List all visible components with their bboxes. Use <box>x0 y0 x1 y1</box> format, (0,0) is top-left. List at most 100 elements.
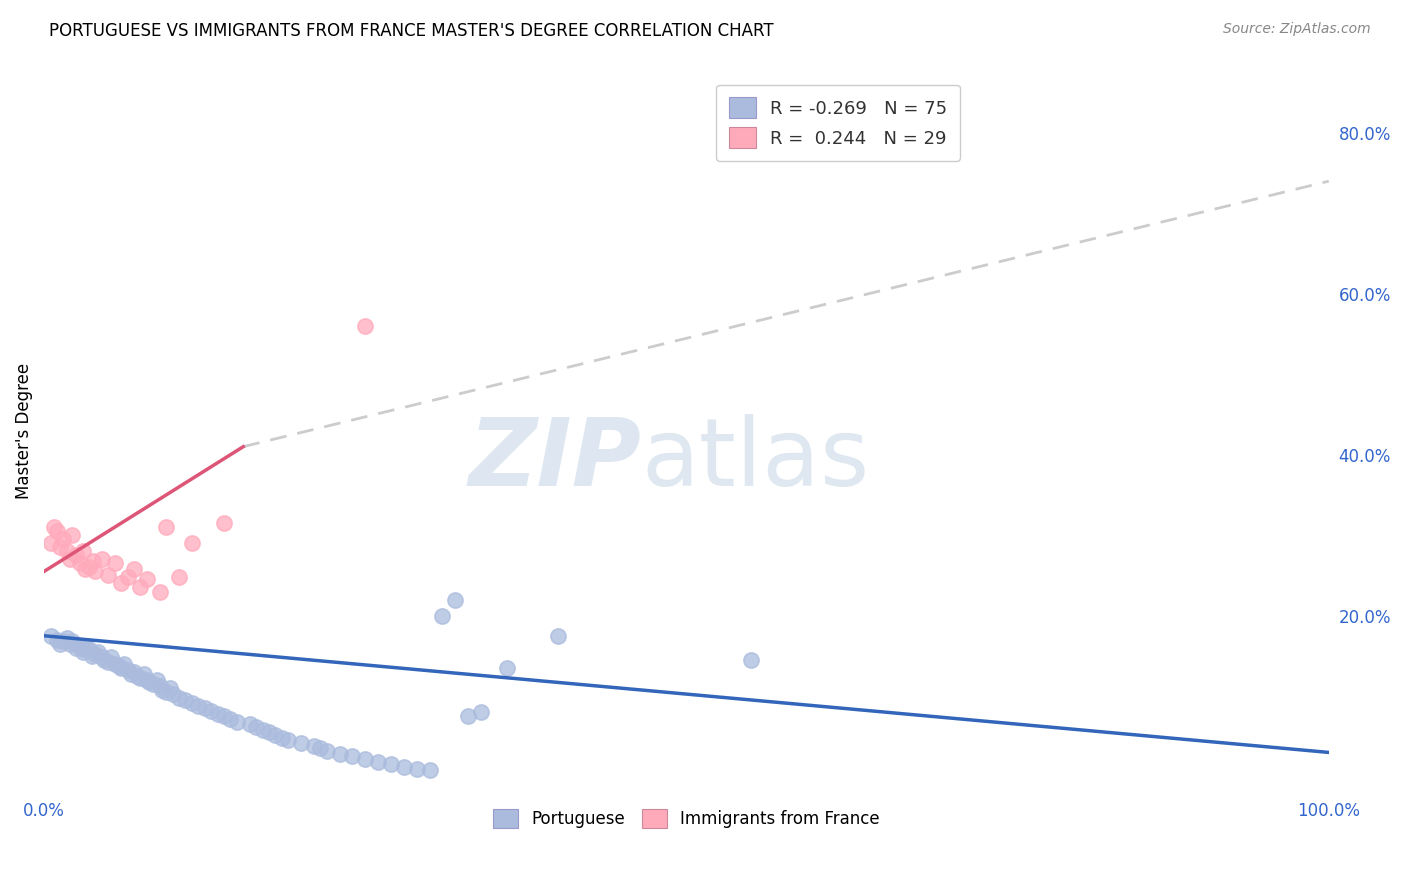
Point <box>56 544 79 558</box>
Point <box>134 666 156 681</box>
Text: ZIP: ZIP <box>468 414 641 506</box>
Point <box>100 650 122 665</box>
Point <box>150 682 173 697</box>
Point <box>46 524 69 538</box>
Point <box>65 640 87 655</box>
Point <box>60 528 83 542</box>
Point <box>77 560 100 574</box>
Point <box>46 632 69 647</box>
Point <box>72 544 94 558</box>
Point <box>135 573 157 587</box>
Point <box>39 629 62 643</box>
Point <box>380 757 402 772</box>
Point <box>159 681 181 695</box>
Point <box>277 733 299 747</box>
Point <box>75 639 97 653</box>
Point <box>180 696 202 710</box>
Point <box>67 639 90 653</box>
Point <box>110 576 132 591</box>
Point <box>457 709 479 723</box>
Text: Source: ZipAtlas.com: Source: ZipAtlas.com <box>1223 22 1371 37</box>
Point <box>77 642 100 657</box>
Point <box>52 634 75 648</box>
Point <box>167 570 190 584</box>
Point <box>121 666 143 681</box>
Point <box>93 653 115 667</box>
Point <box>59 637 82 651</box>
Point <box>72 645 94 659</box>
Point <box>432 608 454 623</box>
Point <box>48 541 70 555</box>
Point <box>342 749 364 764</box>
Point <box>309 741 332 756</box>
Point <box>84 647 107 661</box>
Point <box>142 677 165 691</box>
Point <box>149 680 172 694</box>
Point <box>125 669 148 683</box>
Text: atlas: atlas <box>641 414 870 506</box>
Point <box>264 728 287 742</box>
Point <box>44 520 66 534</box>
Point <box>207 706 229 721</box>
Point <box>200 704 222 718</box>
Point <box>219 712 242 726</box>
Point <box>547 629 569 643</box>
Point <box>97 656 120 670</box>
Y-axis label: Master's Degree: Master's Degree <box>15 362 32 499</box>
Point <box>104 557 127 571</box>
Point <box>60 634 83 648</box>
Point <box>354 752 377 766</box>
Point <box>155 520 177 534</box>
Point <box>187 698 209 713</box>
Point <box>444 592 467 607</box>
Point <box>740 653 762 667</box>
Point <box>135 673 157 687</box>
Point <box>354 318 377 333</box>
Point <box>162 688 184 702</box>
Point <box>129 672 152 686</box>
Point <box>65 549 87 563</box>
Point <box>52 532 75 546</box>
Point <box>392 760 415 774</box>
Point <box>69 557 91 571</box>
Point <box>48 637 70 651</box>
Point <box>117 570 139 584</box>
Point <box>97 568 120 582</box>
Point <box>302 739 325 753</box>
Point <box>129 581 152 595</box>
Point <box>107 658 129 673</box>
Point <box>245 720 267 734</box>
Point <box>90 552 112 566</box>
Legend: Portuguese, Immigrants from France: Portuguese, Immigrants from France <box>486 803 886 835</box>
Point <box>252 723 274 737</box>
Point <box>225 714 247 729</box>
Point <box>75 562 97 576</box>
Point <box>329 747 352 761</box>
Point <box>155 685 177 699</box>
Point <box>138 674 160 689</box>
Point <box>87 645 110 659</box>
Point <box>80 648 103 663</box>
Point <box>117 664 139 678</box>
Point <box>122 562 145 576</box>
Point <box>110 661 132 675</box>
Point <box>180 536 202 550</box>
Point <box>72 642 94 657</box>
Point <box>122 665 145 679</box>
Point <box>212 709 235 723</box>
Point <box>194 701 217 715</box>
Point <box>149 584 172 599</box>
Point <box>495 661 517 675</box>
Point <box>270 731 292 745</box>
Point <box>290 736 312 750</box>
Point <box>59 552 82 566</box>
Point <box>257 725 280 739</box>
Point <box>239 717 262 731</box>
Point <box>82 554 104 568</box>
Point <box>104 657 127 671</box>
Point <box>90 650 112 665</box>
Point <box>112 657 135 671</box>
Point <box>174 693 197 707</box>
Point <box>56 631 79 645</box>
Point <box>167 690 190 705</box>
